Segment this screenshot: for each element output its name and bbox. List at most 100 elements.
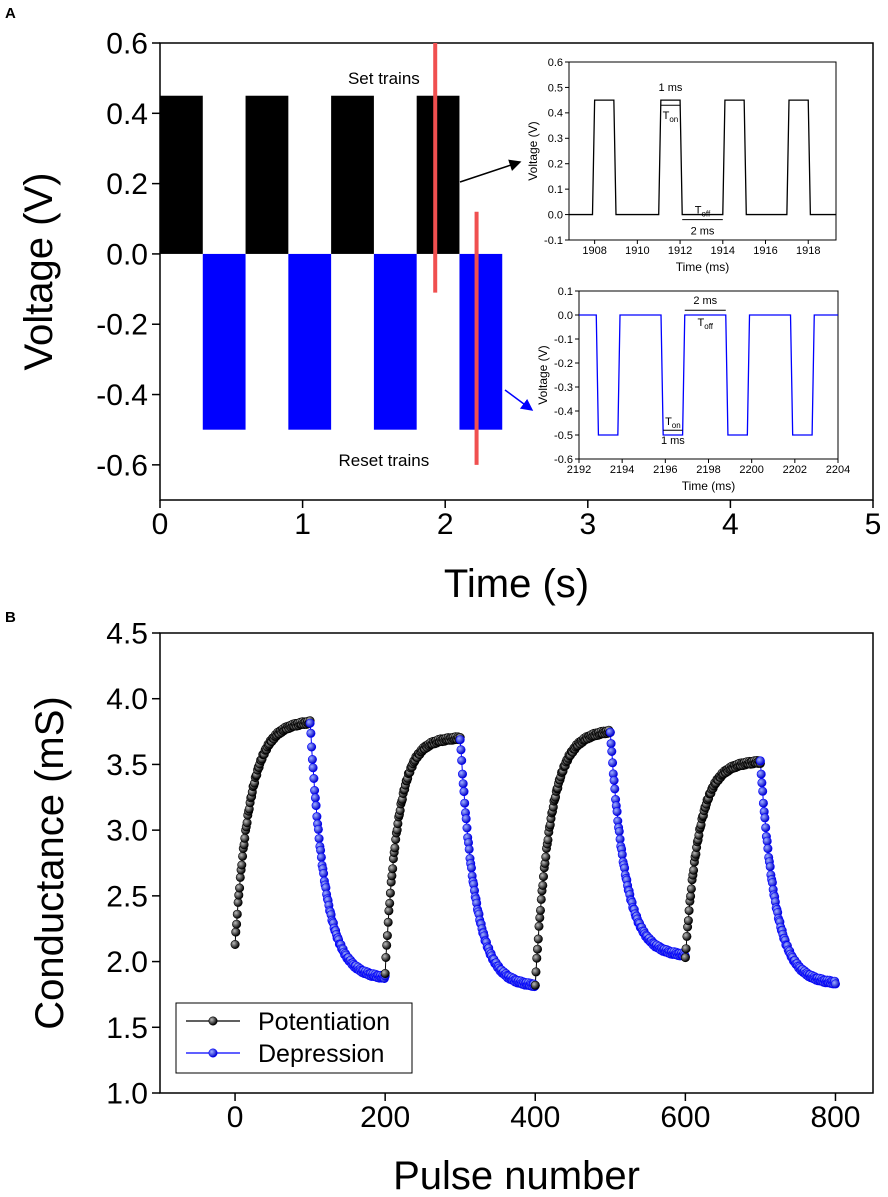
potentiation-point xyxy=(689,865,699,875)
x-tick-label: 1910 xyxy=(625,245,649,257)
plot-frame xyxy=(159,42,874,501)
zoom-arrow-reset xyxy=(504,389,534,411)
x-tick-label: 5 xyxy=(865,508,882,541)
plot-frame xyxy=(159,632,874,1094)
depression-point xyxy=(313,824,323,834)
y-axis-label: Conductance (mS) xyxy=(28,696,72,1029)
potentiation-point xyxy=(232,919,242,929)
potentiation-point xyxy=(531,967,541,977)
potentiation-point xyxy=(388,864,398,874)
y-tick-label: -0.2 xyxy=(96,309,148,342)
y-tick-label: 0.0 xyxy=(106,238,148,271)
y-axis-label: Voltage (V) xyxy=(536,345,550,404)
depression-point xyxy=(458,779,468,789)
y-tick-label: 0.0 xyxy=(548,209,563,221)
potentiation-point xyxy=(534,921,544,931)
x-tick-label: 1916 xyxy=(753,245,777,257)
reset-train-block xyxy=(459,253,503,430)
depression-point xyxy=(305,718,315,728)
x-axis-label: Time (ms) xyxy=(676,260,730,274)
legend-swatch-marker xyxy=(208,1048,218,1058)
panel-a-chart: 0 1 2 3 4 5 0.6 0.4 0.2 0.0 -0.2 -0.4 -0.6 Time (s) Vo… xyxy=(17,28,881,607)
x-tick-label: 1908 xyxy=(582,245,606,257)
depression-point xyxy=(761,823,771,833)
y-tick-label: -0.4 xyxy=(554,406,573,418)
y-tick-label: -0.6 xyxy=(96,449,148,482)
legend-swatch-marker xyxy=(208,1016,218,1026)
potentiation-point xyxy=(680,953,690,963)
depression-point xyxy=(308,763,318,773)
depression-point xyxy=(756,769,766,779)
potentiation-point xyxy=(681,944,691,954)
x-tick-label: 1914 xyxy=(711,245,735,257)
depression-point xyxy=(758,786,768,796)
depression-point xyxy=(830,979,840,989)
set-train-block xyxy=(416,95,460,254)
x-tick-label: 3 xyxy=(579,508,596,541)
reset-train-block xyxy=(202,253,246,430)
depression-point xyxy=(457,769,467,779)
depression-point xyxy=(310,793,320,803)
potentiation-point xyxy=(536,894,546,904)
pulse-waveform xyxy=(569,99,836,216)
reset-train-block xyxy=(373,253,417,430)
x-tick-label: 800 xyxy=(810,1101,860,1134)
potentiation-point xyxy=(535,913,545,923)
x-axis-label: Pulse number xyxy=(393,1154,640,1197)
depression-point xyxy=(460,798,470,808)
y-tick-label: 0.2 xyxy=(548,159,563,171)
potentiation-point xyxy=(383,917,393,927)
depression-point xyxy=(459,787,469,797)
depression-point xyxy=(309,773,319,783)
depression-point xyxy=(608,758,618,768)
depression-point xyxy=(763,844,773,854)
y-tick-label: 1.0 xyxy=(106,1078,148,1111)
potentiation-point xyxy=(543,835,553,845)
toff-width-label: 2 ms xyxy=(691,226,715,238)
potentiation-point xyxy=(232,909,242,919)
toff-subscript: off xyxy=(701,210,711,219)
y-tick-label: 0.6 xyxy=(106,28,148,61)
inset-background xyxy=(527,54,846,278)
potentiation-point xyxy=(538,872,548,882)
depression-point xyxy=(461,814,471,824)
potentiation-point xyxy=(237,860,247,870)
depression-point xyxy=(316,852,326,862)
potentiation-point xyxy=(530,980,540,990)
y-tick-label: 3.5 xyxy=(106,749,148,782)
x-axis-label: Time (s) xyxy=(444,562,589,606)
x-tick-label: 1918 xyxy=(796,245,820,257)
depression-point xyxy=(765,862,775,872)
potentiation-point xyxy=(240,833,250,843)
depression-point xyxy=(606,739,616,749)
x-tick-label: 2200 xyxy=(739,464,763,476)
depression-point xyxy=(457,755,467,765)
inset-bottom-chart: 2192 2194 2196 2198 2200 2202 2204 0.1 0.0 -0.1 -0… xyxy=(536,283,850,497)
x-axis-label: Time (ms) xyxy=(682,479,736,493)
depression-point xyxy=(607,746,617,756)
depression-point xyxy=(466,863,476,873)
depression-point xyxy=(455,735,465,745)
x-tick-label: 2198 xyxy=(696,464,720,476)
y-tick-label: 0.6 xyxy=(548,57,563,69)
plot-frame xyxy=(568,61,837,241)
depression-point xyxy=(609,775,619,785)
y-tick-label: 1.5 xyxy=(106,1012,148,1045)
ton-subscript: on xyxy=(669,115,678,124)
potentiation-point xyxy=(381,952,391,962)
inset-top-chart: 1908 1910 1912 1914 1916 1918 0.6 0.5 0.4 0.3 0.2 0… xyxy=(526,54,846,278)
depression-point xyxy=(310,785,320,795)
x-tick-label: 0 xyxy=(227,1101,244,1134)
ton-width-label: 1 ms xyxy=(659,82,683,94)
y-tick-label: 4.0 xyxy=(106,683,148,716)
legend-potentiation: Potentiation xyxy=(258,1008,390,1036)
potentiation-point xyxy=(382,940,392,950)
y-tick-label: 0.3 xyxy=(548,133,563,145)
potentiation-point xyxy=(385,898,395,908)
potentiation-point xyxy=(238,851,248,861)
y-tick-label: -0.3 xyxy=(554,382,573,394)
potentiation-point xyxy=(541,852,551,862)
potentiation-point xyxy=(380,968,390,978)
y-tick-label: 0.1 xyxy=(558,286,573,298)
depression-point xyxy=(612,807,622,817)
